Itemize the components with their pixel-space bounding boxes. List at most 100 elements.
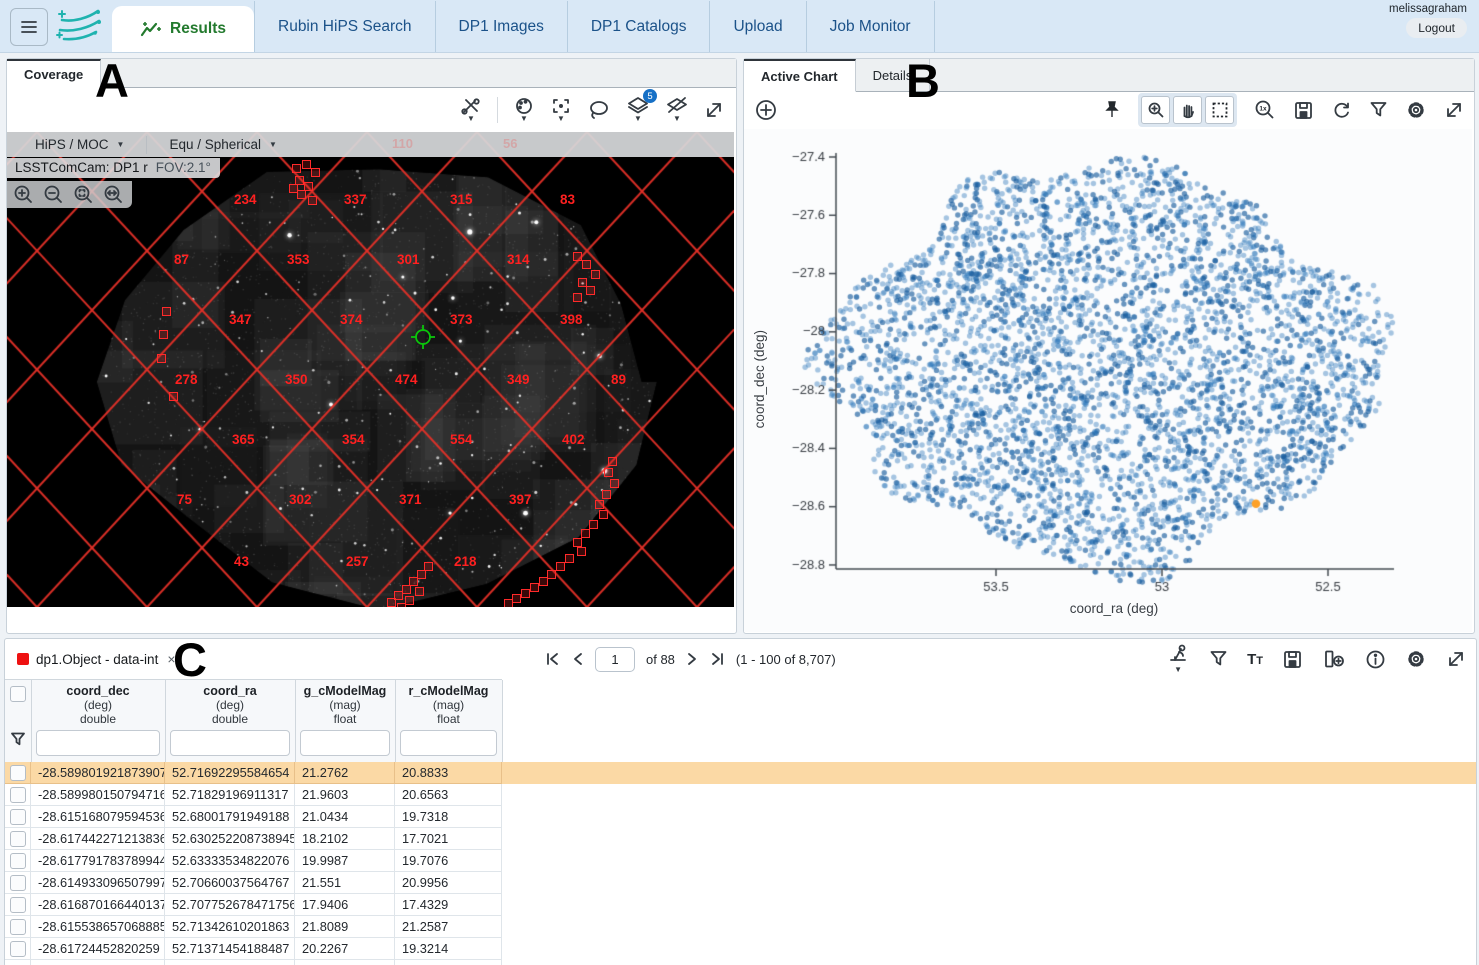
- table-cell[interactable]: 17.4329: [395, 894, 502, 916]
- settings-icon[interactable]: [1405, 99, 1427, 121]
- column-filter-input[interactable]: [36, 730, 160, 756]
- add-chart-icon[interactable]: [754, 98, 778, 122]
- table-cell[interactable]: 21.0434: [295, 806, 395, 828]
- page-next-icon[interactable]: [686, 651, 698, 667]
- projection-dropdown[interactable]: Equ / Spherical ▼: [169, 137, 277, 152]
- table-cell[interactable]: -28.617442271213836: [31, 828, 165, 850]
- table-cell[interactable]: 19.7318: [395, 806, 502, 828]
- info-icon[interactable]: [1365, 649, 1386, 670]
- close-icon[interactable]: ×: [167, 651, 176, 667]
- tab-dp1-images[interactable]: DP1 Images: [434, 1, 567, 52]
- zoom-mode-button[interactable]: [1141, 96, 1170, 124]
- table-cell[interactable]: -28.615538657068885: [31, 916, 165, 938]
- text-view-icon[interactable]: TT: [1247, 650, 1263, 668]
- table-row[interactable]: -28.61724452820259 52.71371454188487 20.22…: [5, 938, 1476, 960]
- sky-image-canvas[interactable]: [7, 132, 734, 607]
- color-palette-button[interactable]: ▼: [513, 97, 535, 123]
- recenter-button[interactable]: ▼: [550, 97, 572, 123]
- column-filter-input[interactable]: [300, 730, 390, 756]
- table-cell[interactable]: 21.2587: [395, 916, 502, 938]
- table-cell[interactable]: 20.9956: [395, 872, 502, 894]
- hide-layers-button[interactable]: ▼: [665, 96, 689, 123]
- table-row[interactable]: -28.617791783789944 52.63333534822076 19.9…: [5, 850, 1476, 872]
- row-checkbox[interactable]: [9, 896, 26, 913]
- tab-results[interactable]: Results: [112, 6, 254, 52]
- table-cell[interactable]: -28.616870166440137: [31, 894, 165, 916]
- tab-upload[interactable]: Upload: [709, 1, 805, 52]
- sky-coverage-map[interactable]: 234 337 315 83 87 353 301 314 347 374 373 398 278 350…: [7, 132, 734, 607]
- table-cell[interactable]: 52.63333534822076: [165, 850, 295, 872]
- table-cell[interactable]: -28.589801921873907: [31, 762, 165, 784]
- tab-active-chart[interactable]: Active Chart: [744, 59, 856, 92]
- row-checkbox[interactable]: [9, 808, 26, 825]
- table-cell[interactable]: 20.8833: [395, 762, 502, 784]
- zoom-in-icon[interactable]: [13, 184, 34, 205]
- table-cell[interactable]: 21.551: [295, 872, 395, 894]
- column-header[interactable]: coord_dec: [66, 684, 130, 698]
- filter-icon[interactable]: [1369, 100, 1388, 120]
- expand-icon[interactable]: [1446, 649, 1466, 669]
- page-last-icon[interactable]: [709, 651, 725, 667]
- table-cell[interactable]: -28.589980150794716: [31, 784, 165, 806]
- zoom-fill-icon[interactable]: [103, 184, 124, 205]
- table-cell[interactable]: 52.630252208738945: [165, 828, 295, 850]
- table-row[interactable]: -28.589980150794716 52.71829196911317 21.9…: [5, 784, 1476, 806]
- table-cell[interactable]: -28.615168079594536: [31, 806, 165, 828]
- tab-coverage[interactable]: Coverage: [7, 59, 102, 88]
- table-cell[interactable]: 52.70660037564767: [165, 872, 295, 894]
- layers-button[interactable]: ▼ 5: [626, 89, 657, 123]
- column-filter-input[interactable]: [170, 730, 290, 756]
- pan-mode-button[interactable]: [1173, 96, 1202, 124]
- restore-icon[interactable]: [1331, 100, 1352, 121]
- page-number-input[interactable]: [595, 646, 635, 672]
- row-checkbox[interactable]: [9, 852, 26, 869]
- hips-moc-dropdown[interactable]: HiPS / MOC ▼: [35, 137, 125, 152]
- table-cell[interactable]: 20.2267: [295, 938, 395, 960]
- row-checkbox[interactable]: [9, 786, 26, 803]
- table-cell[interactable]: 18.2102: [295, 828, 395, 850]
- settings-icon[interactable]: [1405, 648, 1427, 670]
- column-header[interactable]: r_cModelMag: [408, 684, 489, 698]
- column-header[interactable]: g_cModelMag: [303, 684, 387, 698]
- scatter-plot-canvas[interactable]: [744, 129, 1472, 632]
- tap-search-button[interactable]: ▼: [1166, 644, 1190, 674]
- tab-job-monitor[interactable]: Job Monitor: [805, 1, 935, 52]
- logout-button[interactable]: Logout: [1406, 18, 1467, 38]
- table-cell[interactable]: 17.9406: [295, 894, 395, 916]
- table-row[interactable]: -28.614933096507997 52.70660037564767 21.5…: [5, 872, 1476, 894]
- row-checkbox[interactable]: [9, 874, 26, 891]
- add-column-icon[interactable]: [1322, 649, 1346, 669]
- filter-icon[interactable]: [1209, 649, 1228, 669]
- row-checkbox[interactable]: [9, 940, 26, 957]
- table-cell[interactable]: 21.9603: [295, 784, 395, 806]
- table-cell[interactable]: -28.614933096507997: [31, 872, 165, 894]
- zoom-out-icon[interactable]: [43, 184, 64, 205]
- column-header[interactable]: coord_ra: [203, 684, 257, 698]
- lasso-select-button[interactable]: [587, 100, 611, 120]
- table-cell[interactable]: -28.61724452820259: [31, 938, 165, 960]
- table-tab[interactable]: dp1.Object - data-int ×: [17, 651, 176, 667]
- table-row[interactable]: -28.615538657068885 52.71342610201863 21.8…: [5, 916, 1476, 938]
- expand-panel-button[interactable]: [704, 100, 724, 120]
- table-row[interactable]: -28.616870166440137 52.707752678471756 17.…: [5, 894, 1476, 916]
- select-all-checkbox[interactable]: [10, 686, 26, 702]
- box-select-mode-button[interactable]: [1205, 96, 1234, 124]
- tab-details[interactable]: Details: [856, 59, 931, 91]
- table-cell[interactable]: 52.71692295584654: [165, 762, 295, 784]
- table-cell[interactable]: 52.707752678471756: [165, 894, 295, 916]
- table-cell[interactable]: 52.71829196911317: [165, 784, 295, 806]
- table-cell[interactable]: 19.7076: [395, 850, 502, 872]
- page-prev-icon[interactable]: [572, 651, 584, 667]
- row-checkbox[interactable]: [9, 830, 26, 847]
- table-row[interactable]: -28.589801921873907 52.71692295584654 21.2…: [5, 762, 1476, 784]
- column-filter-input[interactable]: [400, 730, 497, 756]
- row-checkbox[interactable]: [9, 764, 26, 781]
- table-cell[interactable]: 52.68001791949188: [165, 806, 295, 828]
- tab-rubin-hips-search[interactable]: Rubin HiPS Search: [254, 1, 435, 52]
- scatter-chart[interactable]: coord_dec (deg) coord_ra (deg): [744, 129, 1472, 632]
- table-row[interactable]: -28.615168079594536 52.68001791949188 21.0…: [5, 806, 1476, 828]
- page-first-icon[interactable]: [545, 651, 561, 667]
- save-icon[interactable]: [1293, 100, 1314, 121]
- table-cell[interactable]: 19.3214: [395, 938, 502, 960]
- tools-button[interactable]: ▼: [460, 97, 482, 123]
